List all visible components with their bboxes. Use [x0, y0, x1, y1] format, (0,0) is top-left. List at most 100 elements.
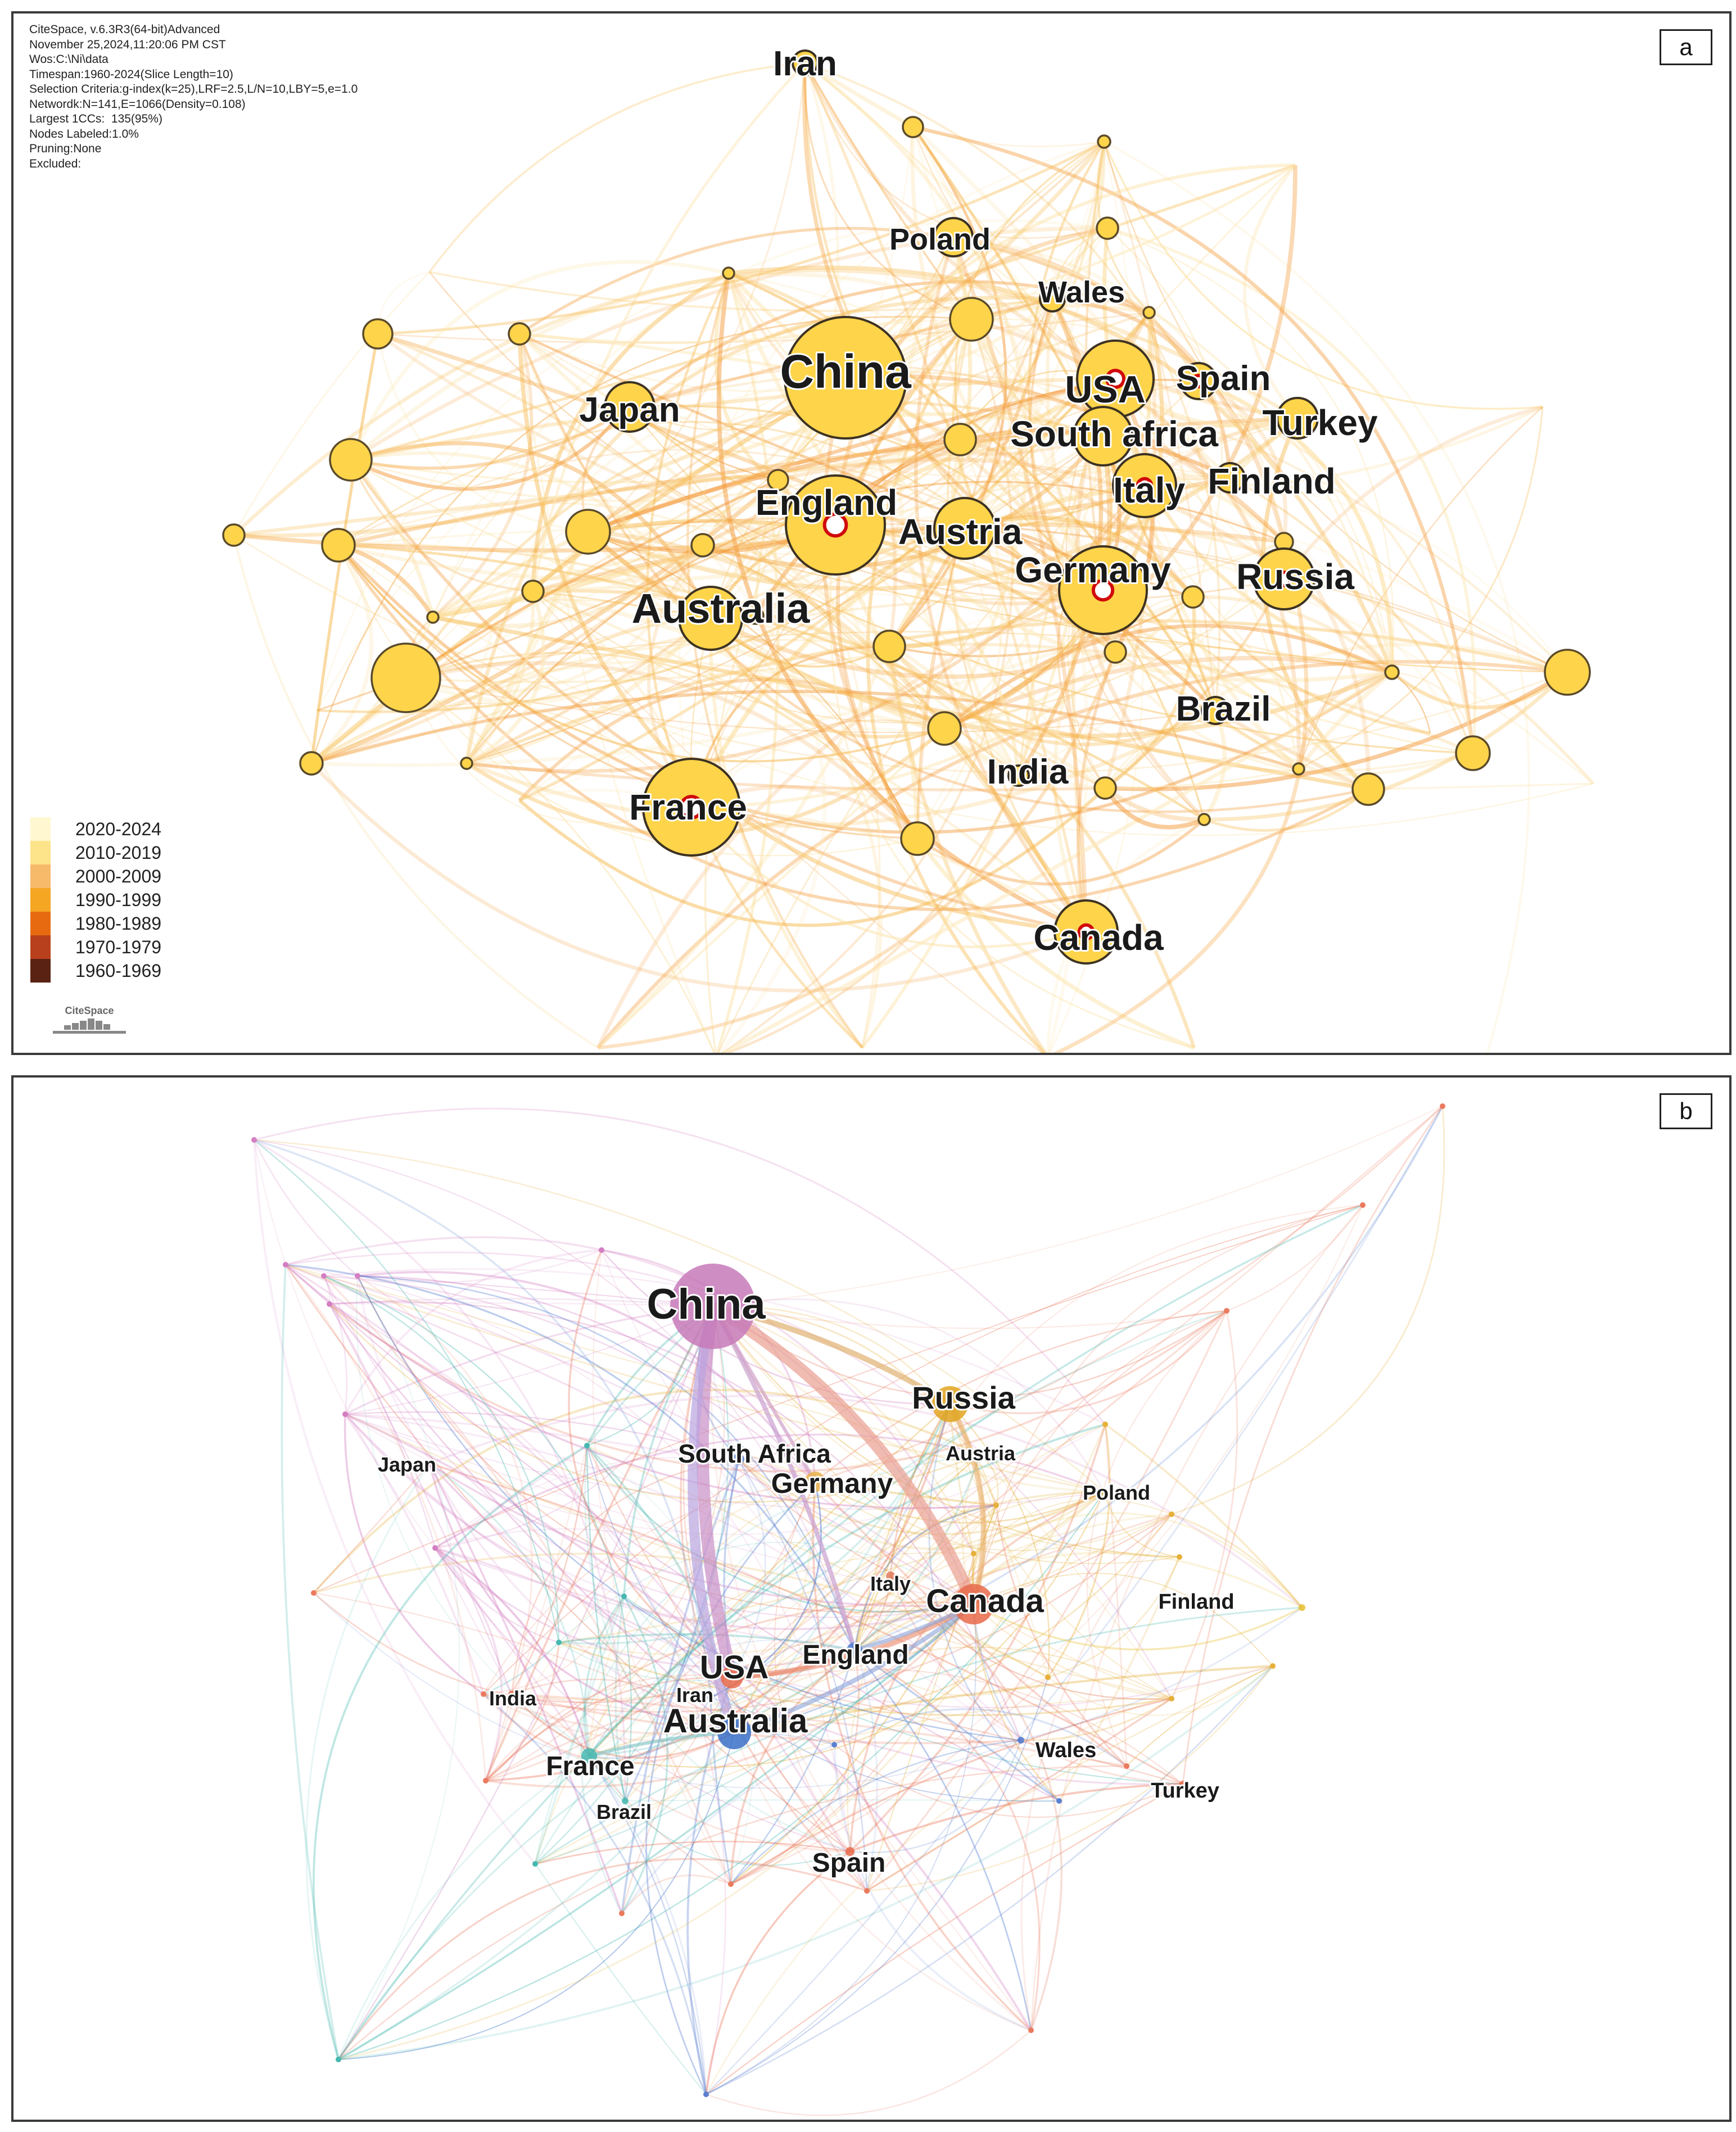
network-link	[1051, 141, 1106, 300]
network-link	[834, 524, 1473, 773]
country-label: England	[802, 1640, 908, 1670]
network-link	[586, 1445, 1060, 1802]
network-link	[716, 273, 780, 1053]
network-link	[357, 1275, 533, 1695]
country-node	[847, 1642, 862, 1658]
network-link	[973, 1604, 1172, 1700]
network-link	[323, 1275, 816, 1482]
network-link	[1104, 596, 1196, 790]
network-link	[866, 318, 1046, 1053]
network-link	[812, 1481, 1032, 2031]
country-label: Turkey	[1151, 1779, 1219, 1803]
network-link	[337, 1306, 714, 2060]
network-a-canvas: Iran Poland Wales China USA Spain Japan Turkey S…	[222, 43, 1595, 1053]
network-link	[519, 141, 1105, 802]
network-link	[973, 1604, 1172, 1699]
network-link	[804, 62, 1108, 239]
burst-ring	[822, 512, 848, 538]
meta-line: Nodes Labeled:1.0%	[29, 127, 139, 141]
network-link	[511, 1693, 590, 1757]
network-link	[738, 1459, 868, 1891]
network-link	[710, 1404, 951, 1699]
network-link	[1296, 670, 1393, 769]
network-link	[587, 377, 1116, 534]
network-link	[345, 1305, 713, 1415]
network-link	[338, 1765, 1127, 2060]
network-link	[589, 1454, 981, 1757]
network-link	[731, 1649, 856, 1679]
network-link	[724, 775, 1020, 1053]
network-link	[464, 296, 1053, 764]
network-link	[1057, 485, 1145, 789]
network-link	[349, 260, 729, 461]
network-link	[686, 1677, 733, 2095]
network-link	[435, 1547, 733, 1678]
network-link	[345, 1411, 816, 1483]
legend-entry: 2010-2019	[30, 841, 161, 864]
burst-ring	[1105, 369, 1125, 389]
network-link	[337, 544, 918, 840]
network-link	[285, 1264, 1060, 1801]
meta-line: Excluded:	[29, 157, 82, 170]
network-link	[1052, 541, 1309, 1053]
network-link	[887, 646, 1047, 1053]
network-node	[1096, 216, 1119, 240]
network-link	[854, 1576, 891, 1651]
network-link	[1086, 1310, 1227, 1767]
network-link	[1368, 782, 1594, 790]
network-link	[1126, 1665, 1273, 1767]
network-node	[321, 528, 356, 563]
network-link	[588, 1755, 731, 1885]
network-link	[1391, 671, 1568, 710]
network-node	[1384, 664, 1400, 680]
network-link	[712, 1106, 1443, 1307]
panel-a-label: a	[1660, 29, 1712, 65]
country-label: South Africa	[678, 1439, 831, 1468]
network-node	[831, 1742, 837, 1748]
network-link	[950, 1404, 1050, 1678]
network-link	[730, 1205, 1363, 1885]
country-label: Austria	[898, 512, 1023, 552]
country-label: Canada	[926, 1583, 1044, 1619]
network-link	[734, 1665, 1273, 1733]
network-link	[344, 1413, 485, 1695]
network-link	[853, 1404, 951, 1651]
burst-ring	[1276, 571, 1292, 587]
burst-ring	[1077, 923, 1095, 941]
network-link	[589, 1481, 816, 1757]
network-link	[601, 1250, 1021, 1741]
legend-label: 2000-2009	[75, 866, 162, 886]
network-link	[510, 1445, 588, 1695]
network-link	[728, 272, 1285, 580]
network-link	[345, 1413, 816, 1483]
country-label: France	[629, 787, 747, 827]
network-link	[625, 1799, 1060, 1801]
network-node	[327, 1301, 332, 1307]
country-node	[717, 1715, 751, 1749]
network-link	[254, 1139, 1105, 1492]
country-node	[846, 1847, 855, 1856]
network-link	[586, 1445, 626, 1801]
network-link	[465, 590, 545, 765]
network-node	[1197, 813, 1211, 826]
network-link	[1171, 1513, 1303, 1609]
country-node	[1073, 406, 1133, 467]
country-label: Spain	[1176, 359, 1271, 398]
network-node	[460, 757, 473, 770]
network-link	[1027, 141, 1105, 599]
network-link	[916, 528, 966, 839]
network-link	[853, 1551, 1303, 1651]
network-link	[1226, 1205, 1363, 1311]
network-link	[558, 1541, 974, 1643]
network-a-unlabeled-nodes	[222, 116, 1591, 856]
country-label: China	[780, 345, 912, 398]
network-link	[686, 273, 864, 1049]
network-a-node-labels: Iran Poland Wales China USA Spain Japan Turkey S…	[577, 43, 1380, 959]
network-link	[1020, 1514, 1173, 2031]
network-link	[483, 1596, 625, 1695]
network-link	[310, 762, 1087, 993]
network-link	[911, 126, 1217, 711]
country-label: Germany	[1015, 550, 1171, 590]
network-node	[900, 821, 935, 856]
network-link	[323, 1275, 632, 1801]
